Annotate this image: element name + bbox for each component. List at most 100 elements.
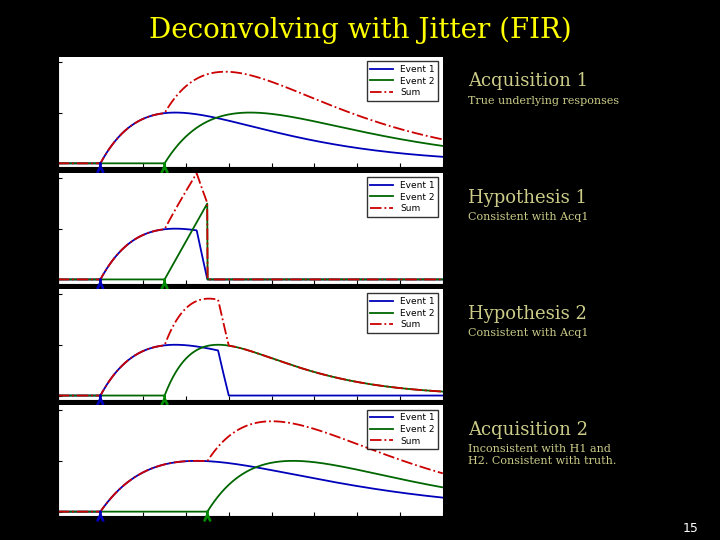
- Sum: [204, 295, 213, 302]
- Event 2: [438, 484, 447, 491]
- Sum: [209, 449, 217, 456]
- Event 2: [209, 116, 217, 122]
- Event 1: [354, 145, 363, 151]
- Sum: [361, 276, 369, 282]
- Text: True underlying responses: True underlying responses: [468, 96, 619, 106]
- Event 1: [223, 276, 232, 282]
- Sum: [93, 276, 102, 282]
- Event 1: [354, 276, 363, 282]
- Event 1: [192, 457, 201, 464]
- Event 2: [53, 392, 62, 399]
- Event 2: [361, 468, 369, 475]
- Event 1: [361, 146, 369, 152]
- Sum: [209, 70, 217, 76]
- Event 2: [289, 457, 297, 464]
- Sum: [354, 441, 363, 448]
- Sum: [438, 136, 447, 143]
- Event 1: [171, 225, 179, 232]
- Text: Hypothesis 1: Hypothesis 1: [468, 188, 587, 206]
- Event 1: [438, 495, 447, 501]
- Event 2: [214, 341, 222, 348]
- Event 1: [318, 477, 327, 483]
- Event 1: [361, 276, 369, 282]
- Text: Hypothesis 2: Hypothesis 2: [468, 305, 587, 322]
- Event 2: [93, 276, 102, 282]
- Event 1: [53, 508, 62, 515]
- Event 1: [438, 276, 447, 282]
- Event 1: [361, 484, 369, 491]
- Sum: [318, 371, 327, 377]
- Event 1: [318, 139, 327, 145]
- Event 2: [210, 276, 218, 282]
- Event 2: [361, 276, 369, 282]
- Event 2: [318, 120, 327, 126]
- Event 2: [223, 483, 232, 489]
- Sum: [318, 428, 327, 435]
- Line: Event 1: Event 1: [58, 112, 443, 163]
- Text: 15: 15: [683, 522, 698, 535]
- Sum: [354, 112, 363, 119]
- Line: Sum: Sum: [58, 299, 443, 395]
- Event 2: [354, 127, 363, 134]
- Event 1: [93, 160, 102, 166]
- Sum: [93, 392, 102, 399]
- Text: Acquisition 1: Acquisition 1: [468, 72, 588, 90]
- Event 2: [203, 200, 212, 207]
- Sum: [53, 508, 62, 515]
- Event 2: [438, 388, 447, 395]
- Event 2: [361, 380, 369, 387]
- Event 1: [93, 392, 102, 399]
- Event 1: [361, 392, 369, 399]
- Text: Inconsistent with H1 and
H2. Consistent with truth.: Inconsistent with H1 and H2. Consistent …: [468, 444, 616, 465]
- Event 1: [93, 276, 102, 282]
- Line: Event 2: Event 2: [58, 345, 443, 395]
- Event 2: [53, 276, 62, 282]
- Event 2: [209, 500, 217, 506]
- Line: Sum: Sum: [58, 421, 443, 511]
- Event 2: [209, 342, 217, 348]
- Sum: [361, 380, 369, 387]
- Sum: [438, 388, 447, 395]
- Event 2: [223, 111, 232, 118]
- Sum: [223, 338, 232, 344]
- Line: Event 2: Event 2: [58, 112, 443, 163]
- Event 1: [223, 117, 232, 124]
- Event 1: [53, 160, 62, 166]
- Sum: [223, 276, 232, 282]
- Event 2: [354, 379, 363, 386]
- Sum: [354, 379, 363, 386]
- Event 2: [438, 143, 447, 149]
- Event 1: [53, 392, 62, 399]
- Sum: [438, 470, 447, 477]
- Legend: Event 1, Event 2, Sum: Event 1, Event 2, Sum: [366, 177, 438, 217]
- Legend: Event 1, Event 2, Sum: Event 1, Event 2, Sum: [366, 61, 438, 101]
- Event 1: [318, 276, 327, 282]
- Sum: [318, 99, 327, 105]
- Event 1: [318, 392, 327, 399]
- Event 2: [53, 508, 62, 515]
- Sum: [354, 276, 363, 282]
- Event 2: [354, 467, 363, 473]
- Legend: Event 1, Event 2, Sum: Event 1, Event 2, Sum: [366, 409, 438, 449]
- Event 1: [223, 460, 232, 466]
- Event 2: [93, 160, 102, 166]
- Sum: [53, 392, 62, 399]
- Line: Sum: Sum: [58, 173, 443, 279]
- Event 2: [246, 109, 255, 116]
- Event 1: [171, 341, 179, 348]
- Sum: [53, 276, 62, 282]
- Event 1: [438, 153, 447, 160]
- Event 1: [210, 458, 218, 465]
- Sum: [267, 418, 276, 424]
- Line: Event 2: Event 2: [58, 461, 443, 511]
- Sum: [318, 276, 327, 282]
- Sum: [210, 276, 218, 282]
- Event 2: [223, 276, 232, 282]
- Sum: [361, 444, 369, 450]
- Event 1: [438, 392, 447, 399]
- Line: Sum: Sum: [58, 72, 443, 163]
- Sum: [221, 69, 230, 75]
- Event 2: [53, 160, 62, 166]
- Event 1: [210, 346, 218, 353]
- Event 2: [361, 129, 369, 136]
